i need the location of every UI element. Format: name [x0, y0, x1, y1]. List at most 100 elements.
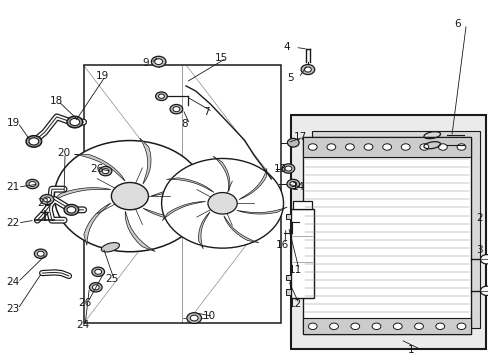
Circle shape: [34, 249, 47, 258]
Circle shape: [480, 286, 488, 296]
Text: 19: 19: [96, 71, 109, 81]
Circle shape: [329, 323, 338, 329]
Circle shape: [401, 144, 409, 150]
Circle shape: [308, 144, 317, 150]
Circle shape: [456, 323, 465, 329]
Circle shape: [99, 166, 112, 176]
Circle shape: [350, 323, 359, 329]
Bar: [303, 318, 470, 334]
Circle shape: [289, 181, 296, 186]
Text: 12: 12: [288, 299, 301, 309]
Text: 13: 13: [273, 164, 286, 174]
Circle shape: [190, 315, 198, 321]
Polygon shape: [142, 208, 204, 221]
Circle shape: [102, 168, 109, 174]
Bar: [293, 201, 311, 209]
Circle shape: [414, 323, 423, 329]
Text: 17: 17: [294, 132, 307, 142]
Circle shape: [70, 118, 80, 126]
Text: 22: 22: [6, 218, 20, 228]
Polygon shape: [51, 188, 111, 202]
Text: 11: 11: [288, 265, 301, 275]
Circle shape: [155, 92, 167, 100]
Circle shape: [37, 251, 44, 256]
Text: 6: 6: [453, 19, 460, 29]
Circle shape: [371, 323, 380, 329]
Circle shape: [111, 183, 148, 210]
Text: 7: 7: [203, 107, 209, 117]
Polygon shape: [151, 166, 197, 196]
Circle shape: [282, 164, 294, 173]
Circle shape: [40, 194, 54, 204]
Circle shape: [419, 144, 428, 150]
Circle shape: [161, 158, 283, 248]
Bar: [303, 137, 470, 334]
Circle shape: [95, 269, 102, 274]
Circle shape: [170, 104, 183, 114]
Circle shape: [286, 179, 299, 189]
Bar: [290, 209, 314, 298]
Circle shape: [43, 197, 50, 202]
Text: 19: 19: [6, 118, 20, 128]
Text: 18: 18: [49, 96, 62, 106]
Polygon shape: [74, 154, 125, 181]
Circle shape: [456, 144, 465, 150]
Bar: [285, 289, 290, 295]
Text: 3: 3: [475, 245, 482, 255]
Text: 5: 5: [286, 73, 293, 83]
Text: 8: 8: [181, 120, 187, 129]
Circle shape: [308, 323, 317, 329]
Text: 1: 1: [407, 345, 414, 355]
Text: 4: 4: [283, 42, 289, 52]
Polygon shape: [198, 212, 210, 249]
Polygon shape: [83, 203, 111, 245]
Polygon shape: [125, 211, 155, 252]
Circle shape: [29, 138, 39, 145]
Ellipse shape: [101, 243, 119, 252]
Circle shape: [67, 116, 82, 128]
Text: 26: 26: [79, 298, 92, 308]
Circle shape: [173, 107, 180, 112]
Text: 21: 21: [6, 182, 20, 192]
Circle shape: [64, 204, 79, 215]
Text: 20: 20: [57, 148, 70, 158]
Bar: [285, 214, 290, 220]
Circle shape: [480, 255, 488, 264]
Circle shape: [151, 56, 165, 67]
Circle shape: [285, 166, 291, 171]
Circle shape: [29, 181, 36, 186]
Text: 16: 16: [276, 239, 289, 249]
Polygon shape: [224, 216, 259, 243]
Text: 25: 25: [105, 274, 119, 284]
Circle shape: [382, 144, 391, 150]
Circle shape: [26, 136, 41, 147]
Circle shape: [92, 285, 99, 290]
Polygon shape: [140, 138, 151, 184]
Circle shape: [435, 323, 444, 329]
Circle shape: [304, 67, 311, 72]
Text: 2: 2: [475, 213, 482, 222]
Text: 15: 15: [215, 53, 228, 63]
Circle shape: [207, 193, 237, 214]
Bar: [83, 65, 281, 323]
Circle shape: [89, 283, 102, 292]
Text: 23: 23: [6, 304, 20, 314]
Circle shape: [186, 313, 201, 323]
Circle shape: [287, 138, 299, 147]
Text: 24: 24: [76, 320, 89, 330]
Polygon shape: [236, 207, 286, 214]
Circle shape: [301, 64, 314, 75]
Text: 26: 26: [90, 164, 103, 174]
Text: 10: 10: [203, 311, 216, 321]
Circle shape: [54, 140, 205, 252]
Circle shape: [345, 144, 354, 150]
Circle shape: [158, 94, 164, 98]
Polygon shape: [238, 168, 266, 199]
Text: 24: 24: [6, 277, 20, 287]
Bar: [290, 116, 485, 348]
Text: 9: 9: [142, 58, 148, 68]
Text: 14: 14: [292, 182, 305, 192]
Circle shape: [92, 267, 104, 276]
Bar: [285, 275, 290, 280]
Circle shape: [154, 59, 162, 64]
